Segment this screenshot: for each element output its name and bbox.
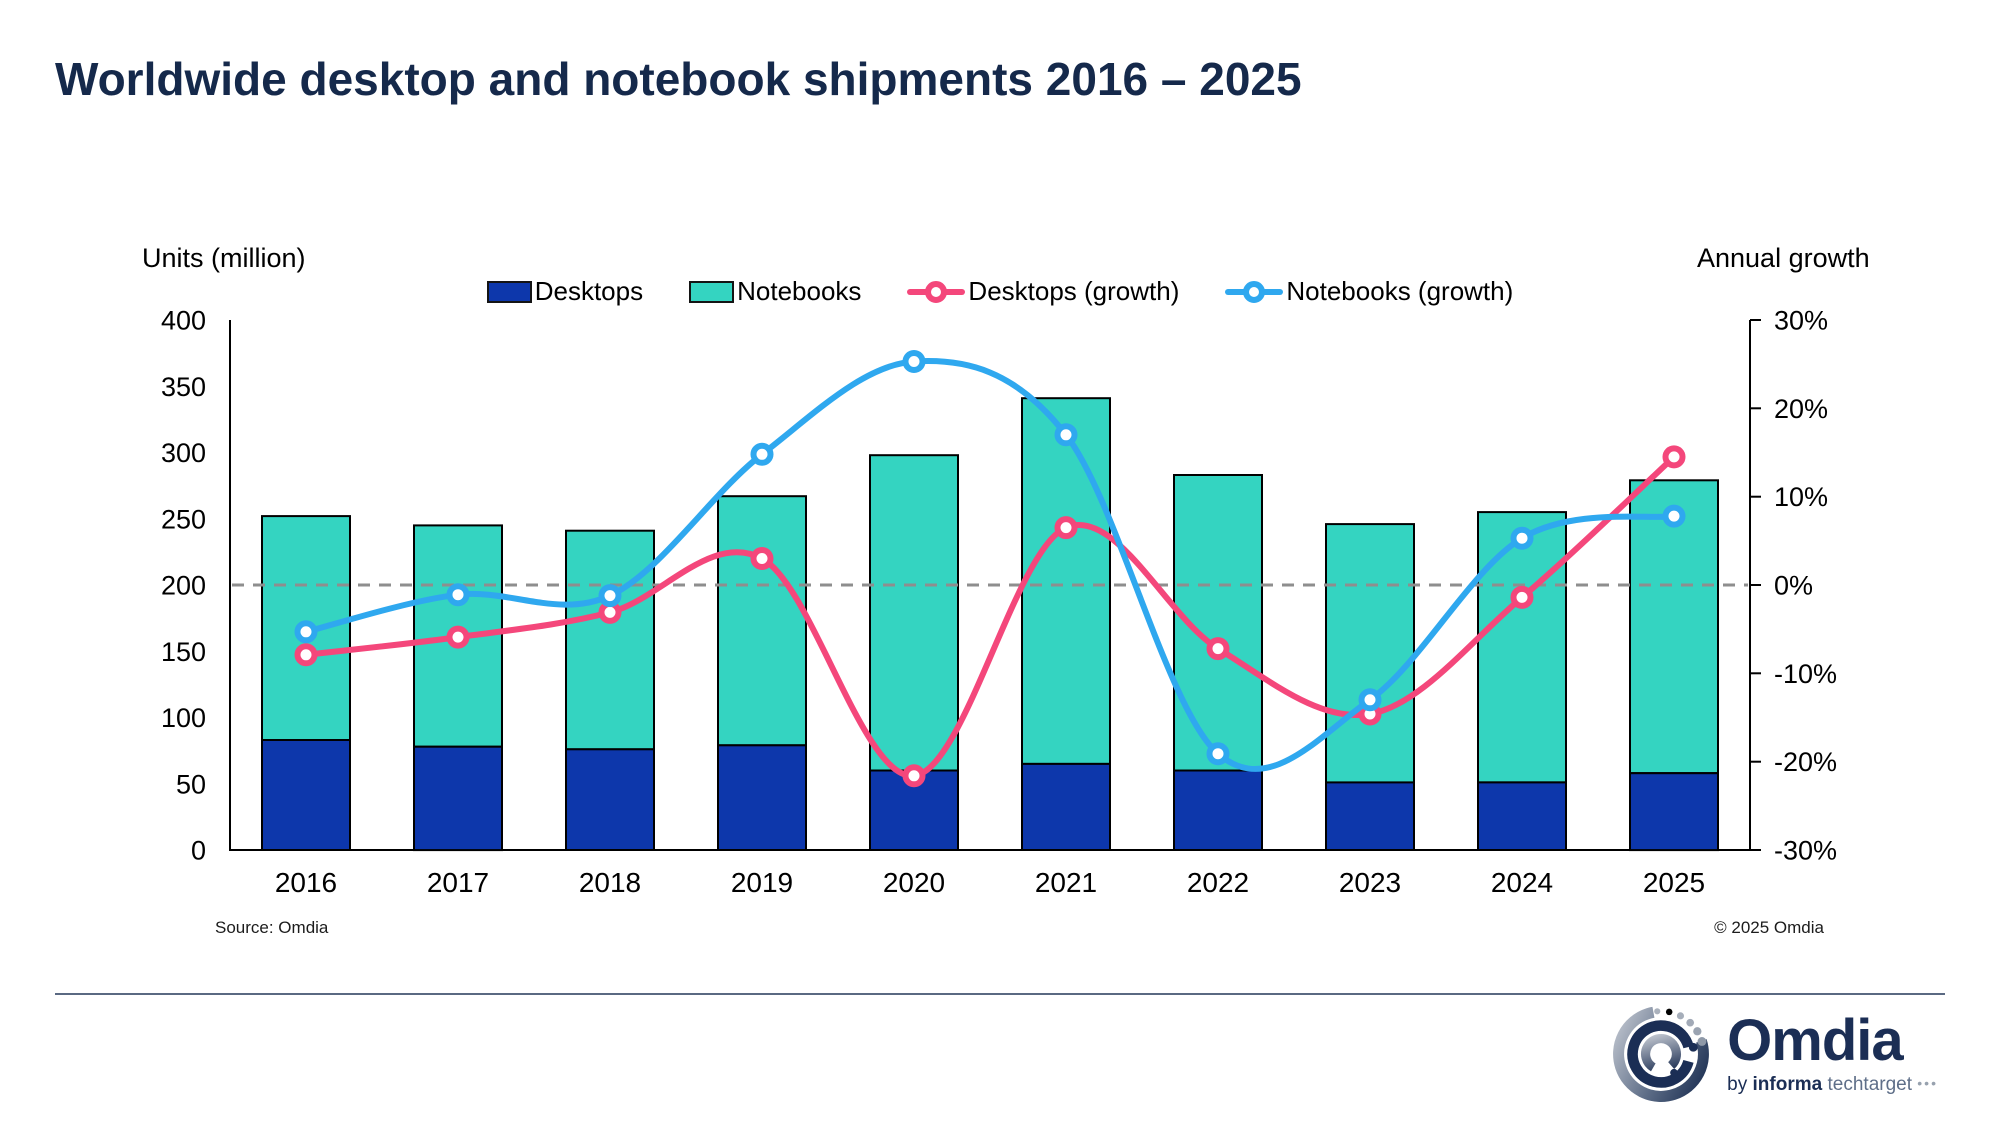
left-axis-tick-150: 150 [161, 637, 206, 667]
growth-point-desktops-2020 [902, 764, 926, 788]
legend-label-notebooks-growth: Notebooks (growth) [1286, 276, 1514, 306]
footer-divider [55, 993, 1945, 995]
copyright-note: © 2025 Omdia [1714, 918, 1824, 937]
growth-point-notebooks-2023 [1358, 688, 1382, 712]
bar-notebooks-2021 [1021, 397, 1111, 765]
bar-desktops-2019 [717, 744, 807, 851]
omdia-logo: Omdia by informa techtarget ••• [1608, 1001, 1938, 1107]
growth-point-notebooks-2025 [1662, 504, 1686, 528]
x-axis-label-2024: 2024 [1491, 867, 1553, 898]
left-axis-tick-100: 100 [161, 703, 206, 733]
right-axis-tick-10: 10% [1774, 482, 1828, 512]
growth-point-notebooks-2021 [1054, 423, 1078, 447]
growth-point-desktops-2021 [1054, 516, 1078, 540]
growth-point-notebooks-2018 [598, 584, 622, 608]
growth-point-desktops-2024 [1510, 585, 1534, 609]
bar-desktops-2023 [1325, 781, 1415, 852]
bar-notebooks-2019 [717, 495, 807, 747]
bar-desktops-2018 [565, 748, 655, 851]
growth-point-notebooks-2022 [1206, 742, 1230, 766]
right-axis-tick-20: 20% [1774, 394, 1828, 424]
bar-desktops-2025 [1629, 772, 1719, 852]
growth-point-notebooks-2020 [902, 350, 926, 373]
growth-point-desktops-2016 [294, 643, 318, 667]
bar-notebooks-2024 [1477, 511, 1567, 784]
legend-label-notebooks: Notebooks [737, 276, 862, 306]
x-axis-label-2020: 2020 [883, 867, 945, 898]
x-axis-label-2016: 2016 [275, 867, 337, 898]
x-axis-label-2022: 2022 [1187, 867, 1249, 898]
source-note: Source: Omdia [215, 918, 329, 937]
growth-point-desktops-2017 [446, 625, 470, 649]
legend-item-desktops-growth: Desktops (growth) [907, 276, 1179, 307]
omdia-logo-mark-icon [1613, 1006, 1710, 1102]
notebooks-growth-ring-icon [1243, 280, 1266, 303]
legend-item-notebooks-growth: Notebooks (growth) [1225, 276, 1513, 307]
notebooks-swatch-icon [689, 280, 735, 303]
left-axis-tick-200: 200 [161, 570, 206, 600]
left-axis-tick-50: 50 [176, 769, 206, 799]
logo-byline: by informa techtarget ••• [1727, 1074, 1938, 1096]
left-axis-tick-300: 300 [161, 438, 206, 468]
legend-label-desktops-growth: Desktops (growth) [968, 276, 1180, 306]
bar-desktops-2022 [1173, 769, 1263, 851]
page-title: Worldwide desktop and notebook shipments… [55, 53, 1302, 105]
right-axis-tick-0: 0% [1774, 570, 1813, 600]
growth-point-notebooks-2017 [446, 583, 470, 607]
desktops-growth-marker-icon [907, 280, 966, 304]
left-axis-tick-0: 0 [191, 835, 206, 865]
right-axis-tick--10: -10% [1774, 659, 1837, 689]
bar-notebooks-2020 [869, 454, 959, 772]
right-axis-tick--30: -30% [1774, 835, 1837, 865]
growth-point-desktops-2022 [1206, 637, 1230, 661]
growth-point-desktops-2025 [1662, 445, 1686, 469]
desktops-swatch-icon [486, 280, 532, 303]
growth-point-notebooks-2016 [294, 620, 318, 644]
growth-point-notebooks-2024 [1510, 526, 1534, 550]
legend-item-notebooks: Notebooks [689, 276, 861, 307]
bar-desktops-2021 [1021, 762, 1111, 852]
bar-notebooks-2025 [1629, 479, 1719, 775]
bar-desktops-2024 [1477, 781, 1567, 852]
left-axis-tick-250: 250 [161, 504, 206, 534]
logo-byline-dots-icon: ••• [1917, 1075, 1938, 1091]
growth-line-notebooks [303, 358, 1677, 772]
chart-legend: Desktops Notebooks Desktops (growth) Not… [0, 276, 2000, 307]
right-axis-tick--20: -20% [1774, 747, 1837, 777]
notebooks-growth-marker-icon [1225, 280, 1284, 304]
x-axis-label-2025: 2025 [1643, 867, 1705, 898]
bar-desktops-2017 [413, 745, 503, 852]
logo-byline-by: by [1727, 1074, 1748, 1095]
bar-notebooks-2023 [1325, 523, 1415, 784]
growth-point-notebooks-2019 [750, 442, 774, 466]
desktops-growth-ring-icon [925, 280, 948, 303]
growth-point-desktops-2019 [750, 547, 774, 570]
growth-line-desktops [303, 453, 1677, 779]
right-axis-tick-30: 30% [1774, 305, 1828, 335]
logo-byline-techtarget: techtarget [1827, 1074, 1913, 1095]
logo-byline-informa: informa [1752, 1074, 1823, 1095]
bar-notebooks-2018 [565, 529, 655, 751]
logo-brand: Omdia [1727, 1008, 1903, 1073]
x-axis-label-2017: 2017 [427, 867, 489, 898]
bar-desktops-2016 [261, 739, 351, 851]
legend-item-desktops: Desktops [486, 276, 644, 307]
x-axis-label-2021: 2021 [1035, 867, 1097, 898]
omdia-logo-text: Omdia by informa techtarget ••• [1727, 1012, 1938, 1096]
right-axis-title: Annual growth [1697, 243, 1870, 273]
left-axis-title: Units (million) [142, 243, 306, 273]
x-axis-label-2023: 2023 [1339, 867, 1401, 898]
legend-label-desktops: Desktops [534, 276, 644, 306]
left-axis-tick-350: 350 [161, 372, 206, 402]
x-axis-label-2019: 2019 [731, 867, 793, 898]
x-axis-label-2018: 2018 [579, 867, 641, 898]
left-axis-tick-400: 400 [161, 305, 206, 335]
